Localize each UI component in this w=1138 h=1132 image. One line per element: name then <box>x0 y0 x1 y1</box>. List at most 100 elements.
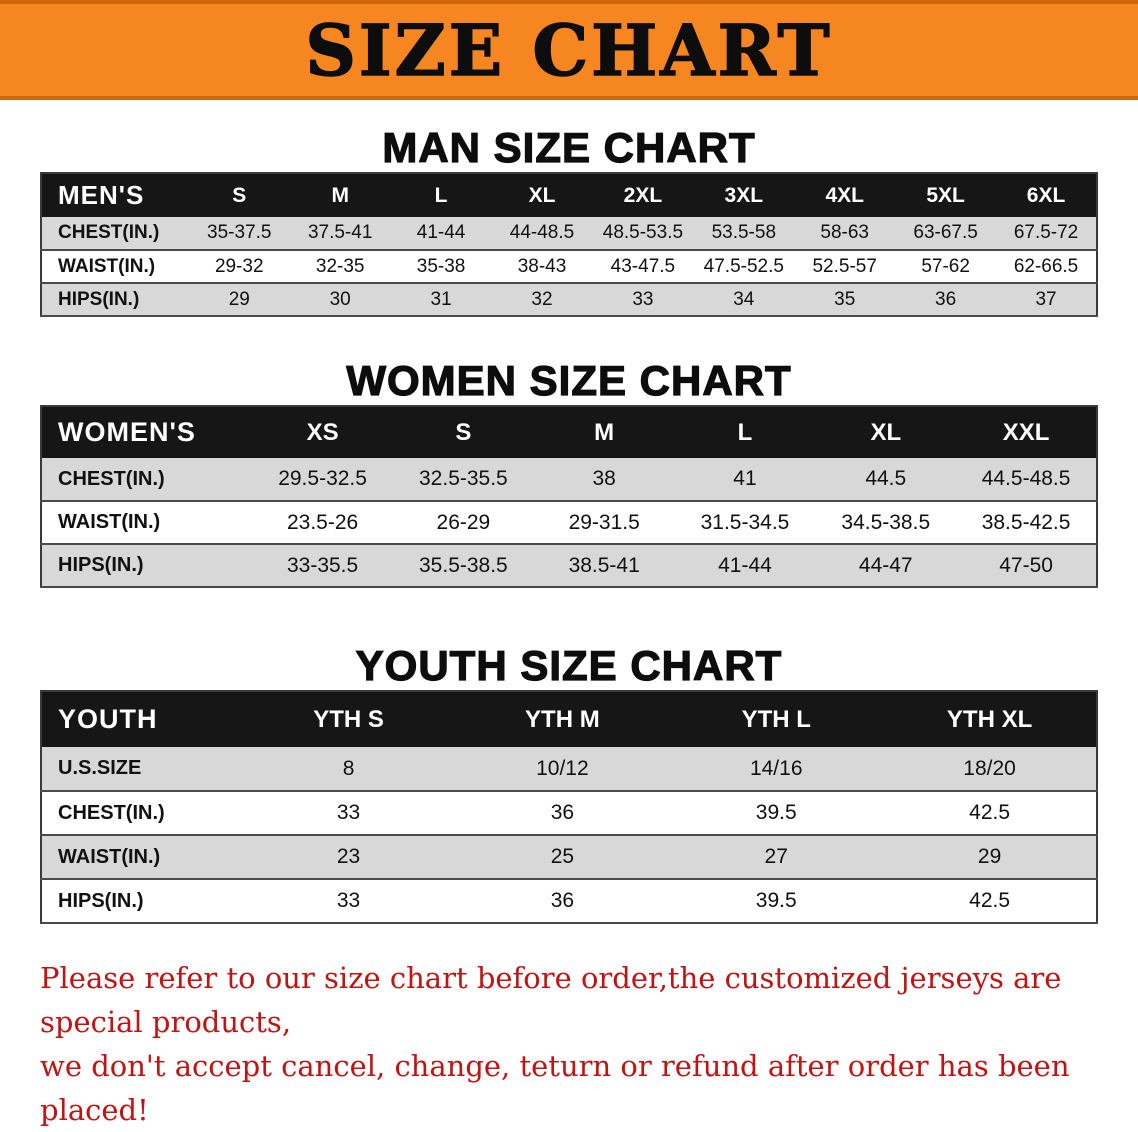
table-cell: 38.5-42.5 <box>981 510 1071 534</box>
table-row: U.S.SIZE 8 10/12 14/16 18/20 <box>41 747 1097 791</box>
column-header: S <box>188 173 290 217</box>
table-row: HIPS(IN.) 33 36 39.5 42.5 <box>41 879 1097 923</box>
table-cell: 42.5 <box>969 889 1011 912</box>
table-cell: 29.5-32.5 <box>278 467 367 490</box>
table-cell: 44-48.5 <box>509 222 575 243</box>
column-header: 5XL <box>895 173 997 217</box>
header-row: WOMEN'S XS S M L XL XXL <box>41 406 1097 458</box>
table-cell: 48.5-53.5 <box>602 222 684 243</box>
table-cell: 23.5-26 <box>286 510 359 534</box>
row-label: WAIST(IN.) <box>58 845 161 868</box>
table-cell: 44-47 <box>858 553 913 577</box>
table-cell: 47-50 <box>999 553 1053 577</box>
row-label: CHEST(IN.) <box>58 801 165 824</box>
table-cell: 44.5 <box>865 467 907 490</box>
row-label: U.S.SIZE <box>58 757 142 779</box>
table-cell: 62-66.5 <box>1013 255 1079 277</box>
table-cell: 34.5-38.5 <box>841 510 931 534</box>
table-cell: 39.5 <box>755 889 797 912</box>
table-cell: 35-38 <box>416 255 466 277</box>
men-size-table: MEN'S S M L XL 2XL 3XL 4XL 5XL 6XL CHEST(IN.) 35-37… <box>40 172 1098 317</box>
table-cell: 34 <box>733 288 755 310</box>
column-header: YTH XL <box>883 691 1097 747</box>
women-size-table: WOMEN'S XS S M L XL XXL CHEST(IN.) 29.5-32.5 32.5… <box>40 405 1098 588</box>
table-cell: 27 <box>764 845 788 868</box>
table-cell: 35.5-38.5 <box>419 553 508 577</box>
table-row: WAIST(IN.) 23 25 27 29 <box>41 835 1097 879</box>
column-header: XL <box>491 173 593 217</box>
column-header: YTH M <box>455 691 670 747</box>
table-cell: 35-37.5 <box>207 222 272 243</box>
table-cell: 29 <box>228 288 250 310</box>
disclaimer-line-2: we don't accept cancel, change, teturn o… <box>40 1049 1070 1127</box>
table-cell: 32-35 <box>315 255 365 277</box>
table-cell: 25 <box>550 845 575 868</box>
table-cell: 38.5-41 <box>568 553 640 577</box>
column-header: L <box>390 173 492 217</box>
row-label: CHEST(IN.) <box>58 467 165 490</box>
table-cell: 31 <box>430 288 452 310</box>
table-cell: 37.5-41 <box>307 222 373 243</box>
table-row: WAIST(IN.) 29-32 32-35 35-38 38-43 43-47.5 47.… <box>41 250 1097 283</box>
table-cell: 14/16 <box>749 756 803 780</box>
header-row: MEN'S S M L XL 2XL 3XL 4XL 5XL 6XL <box>41 173 1097 217</box>
table-cell: 29-31.5 <box>568 510 640 534</box>
table-cell: 63-67.5 <box>913 222 978 243</box>
column-header: 4XL <box>794 173 896 217</box>
column-header: L <box>674 406 816 458</box>
column-header: 6XL <box>996 173 1097 217</box>
row-label: HIPS(IN.) <box>58 288 140 310</box>
table-cell: 39.5 <box>755 801 797 824</box>
table-cell: 29-32 <box>214 255 264 277</box>
table-cell: 8 <box>342 756 355 780</box>
women-section-heading: WOMEN SIZE CHART <box>346 356 792 404</box>
row-label: WAIST(IN.) <box>58 255 156 277</box>
table-cell: 38-43 <box>517 255 567 277</box>
table-cell: 58-63 <box>820 222 870 243</box>
table-row: CHEST(IN.) 29.5-32.5 32.5-35.5 38 41 44.5 44.5… <box>41 458 1097 501</box>
column-header: S <box>392 406 534 458</box>
table-cell: 33 <box>632 288 654 310</box>
youth-size-table: YOUTH YTH S YTH M YTH L YTH XL U.S.SIZE 8 10/12… <box>40 690 1098 924</box>
table-cell: 41-44 <box>718 553 772 577</box>
table-cell: 18/20 <box>963 756 1016 780</box>
banner: SIZE CHART <box>0 0 1138 100</box>
table-cell: 29 <box>977 845 1002 868</box>
table-cell: 43-47.5 <box>610 255 676 277</box>
page-title: SIZE CHART <box>305 8 833 93</box>
table-cell: 52.5-57 <box>812 255 877 277</box>
table-cell: 42.5 <box>969 801 1011 824</box>
table-cell: 33-35.5 <box>286 553 359 577</box>
table-cell: 67.5-72 <box>1013 222 1079 243</box>
table-cell: 33 <box>336 801 361 824</box>
table-cell: 36 <box>935 288 957 310</box>
column-header: XS <box>252 406 393 458</box>
table-row: HIPS(IN.) 33-35.5 35.5-38.5 38.5-41 41-44 44-… <box>41 544 1097 587</box>
table-row: CHEST(IN.) 35-37.5 37.5-41 41-44 44-48.5 48.5… <box>41 217 1097 250</box>
column-header: M <box>533 406 675 458</box>
column-header: 2XL <box>592 173 694 217</box>
table-cell: 33 <box>336 889 361 912</box>
column-header: XXL <box>956 406 1097 458</box>
table-row: WAIST(IN.) 23.5-26 26-29 29-31.5 31.5-34.5 34… <box>41 501 1097 544</box>
table-cell: 41-44 <box>416 222 466 243</box>
table-cell: 57-62 <box>921 255 970 277</box>
row-label: HIPS(IN.) <box>58 554 144 576</box>
youth-section-heading: YOUTH SIZE CHART <box>355 641 783 689</box>
table-cell: 35 <box>834 288 856 310</box>
table-title: MEN'S <box>41 173 189 217</box>
table-cell: 10/12 <box>536 756 589 780</box>
table-cell: 32 <box>531 288 553 310</box>
column-header: 3XL <box>693 173 795 217</box>
column-header: YTH S <box>241 691 456 747</box>
disclaimer: Please refer to our size chart before or… <box>40 956 1118 1132</box>
table-cell: 53.5-58 <box>711 222 777 243</box>
table-cell: 44.5-48.5 <box>981 467 1071 490</box>
table-row: CHEST(IN.) 33 36 39.5 42.5 <box>41 791 1097 835</box>
men-section-heading: MAN SIZE CHART <box>382 123 756 171</box>
table-cell: 36 <box>550 889 575 912</box>
table-title: WOMEN'S <box>41 406 253 458</box>
table-cell: 41 <box>733 467 757 490</box>
table-cell: 38 <box>592 467 616 490</box>
